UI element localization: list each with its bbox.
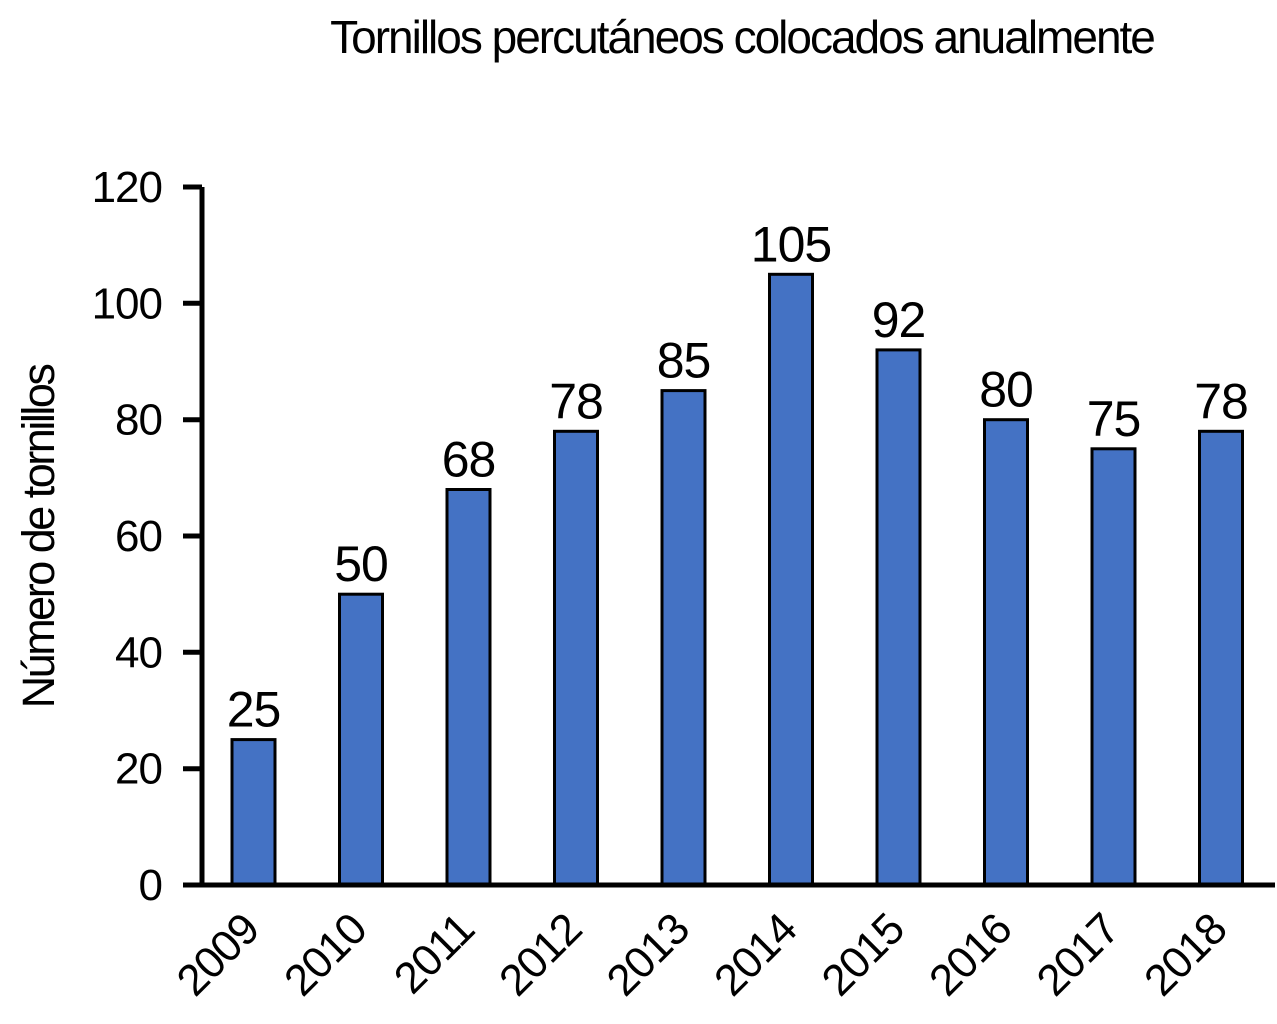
bars-group <box>230 272 1244 887</box>
bar-2009 <box>230 738 277 887</box>
bar-value-label-2011: 68 <box>442 432 496 488</box>
bar-value-label-2010: 50 <box>334 536 388 592</box>
y-tick-label-0: 0 <box>139 861 162 910</box>
bar-value-label-2013: 85 <box>657 333 711 389</box>
y-tick-label-100: 100 <box>92 279 162 328</box>
bar-2016 <box>983 418 1029 887</box>
y-tick-label-40: 40 <box>115 628 162 677</box>
x-tick-label-2015: 2015 <box>813 904 914 1005</box>
y-axis-ticks-group: 0 20 40 60 80 100 120 <box>92 163 202 910</box>
x-tick-label-2016: 2016 <box>920 904 1021 1005</box>
value-labels-group: 25 50 68 78 85 105 92 80 75 78 <box>227 216 1249 738</box>
bar-value-label-2015: 92 <box>872 292 926 348</box>
x-tick-label-2017: 2017 <box>1028 904 1129 1005</box>
y-axis-label: Número de tornillos <box>13 365 64 709</box>
y-tick-label-20: 20 <box>115 745 162 794</box>
bar-2012 <box>553 429 599 887</box>
bar-2017 <box>1090 447 1137 887</box>
axes-group <box>199 187 1275 888</box>
y-tick-label-120: 120 <box>92 163 162 212</box>
x-tick-label-2018: 2018 <box>1135 904 1236 1005</box>
x-tick-label-2011: 2011 <box>385 904 484 1003</box>
bar-2010 <box>338 592 384 887</box>
chart-title: Tornillos percutáneos colocados anualmen… <box>330 11 1154 63</box>
bar-2013 <box>660 389 707 887</box>
x-tick-label-2013: 2013 <box>598 904 699 1005</box>
x-tick-label-2009: 2009 <box>168 904 269 1005</box>
x-tick-label-2010: 2010 <box>275 904 376 1005</box>
bar-value-label-2014: 105 <box>751 216 831 272</box>
x-tick-label-2012: 2012 <box>490 904 591 1005</box>
bar-2011 <box>445 488 492 887</box>
bar-2015 <box>875 348 922 887</box>
y-tick-label-80: 80 <box>115 396 162 445</box>
bar-value-label-2009: 25 <box>227 682 281 738</box>
x-axis-labels-group: 2009 2010 2011 2012 2013 2014 2015 2016 2017 2018 <box>168 904 1237 1005</box>
y-tick-label-60: 60 <box>115 512 162 561</box>
bar-value-label-2016: 80 <box>979 362 1033 418</box>
bar-value-label-2012: 78 <box>549 373 603 429</box>
bar-value-label-2018: 78 <box>1194 373 1248 429</box>
bar-value-label-2017: 75 <box>1087 391 1141 447</box>
bar-2014 <box>768 272 814 887</box>
x-tick-label-2014: 2014 <box>705 904 806 1005</box>
bar-2018 <box>1198 429 1244 887</box>
